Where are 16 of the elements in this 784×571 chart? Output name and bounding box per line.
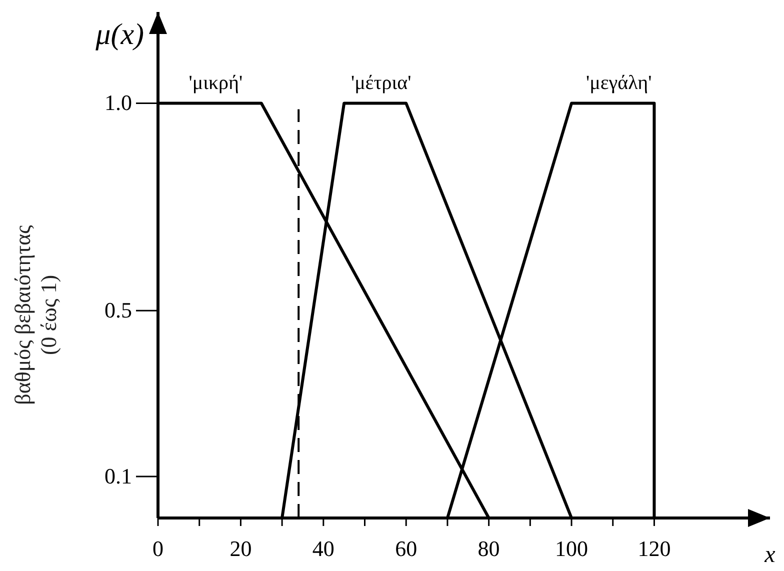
y-tick-label: 0.5 <box>104 298 132 323</box>
x-tick-label: 20 <box>230 536 252 561</box>
x-tick-label: 40 <box>312 536 334 561</box>
x-tick-label: 120 <box>638 536 671 561</box>
x-tick-label: 100 <box>555 536 588 561</box>
y-axis-title: βαθμός βεβαιότητας (0 έως 1) <box>10 224 61 405</box>
series-label: 'μεγάλη' <box>586 72 652 94</box>
series-label: 'μέτρια' <box>350 72 412 94</box>
x-tick-label: 80 <box>478 536 500 561</box>
x-axis-title: x <box>764 542 776 568</box>
x-tick-label: 60 <box>395 536 418 561</box>
y-tick-label: 1.0 <box>104 90 132 116</box>
text: μ(x) <box>94 18 144 51</box>
series-label: 'μικρή' <box>188 72 243 94</box>
y-tick-label: 0.1 <box>104 464 132 489</box>
x-tick-label: 0 <box>152 536 164 561</box>
